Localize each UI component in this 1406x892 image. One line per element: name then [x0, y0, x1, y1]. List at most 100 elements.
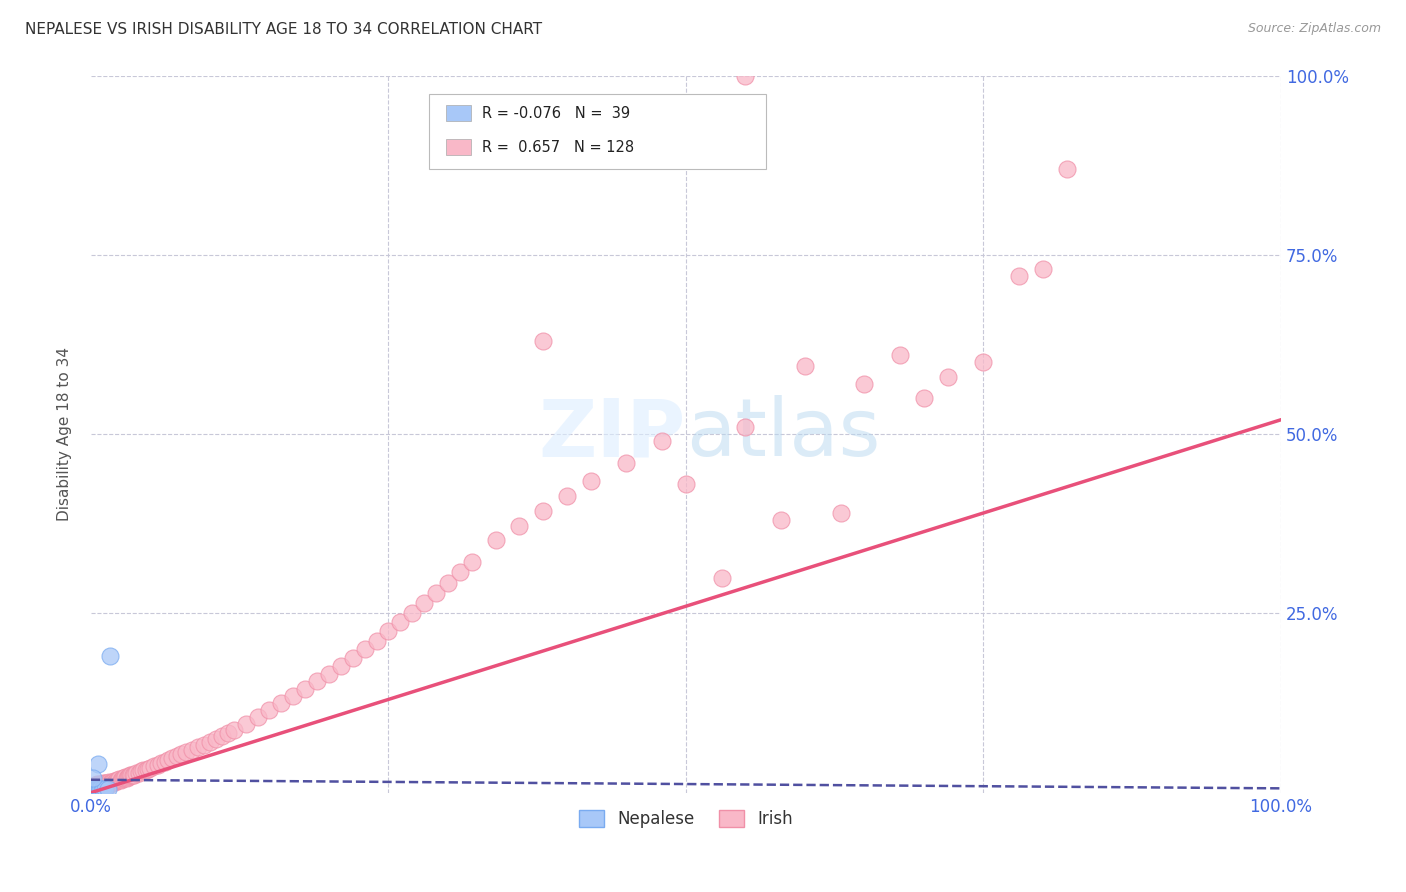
- Point: [205, 731, 228, 746]
- Point: [616, 456, 638, 470]
- Point: [1032, 262, 1054, 277]
- Point: [83, 781, 105, 796]
- Point: [153, 755, 176, 769]
- Point: [187, 740, 209, 755]
- Point: [83, 782, 105, 797]
- Point: [377, 624, 399, 639]
- Point: [82, 781, 104, 796]
- Point: [675, 477, 697, 491]
- Point: [82, 782, 104, 797]
- Point: [84, 782, 107, 797]
- Point: [86, 779, 108, 793]
- Point: [90, 777, 112, 791]
- Point: [89, 779, 111, 793]
- Point: [82, 780, 104, 795]
- Point: [89, 778, 111, 792]
- Point: [87, 778, 110, 792]
- Point: [342, 650, 364, 665]
- Point: [96, 778, 118, 792]
- Point: [143, 759, 166, 773]
- Point: [86, 782, 108, 797]
- Point: [121, 768, 143, 782]
- Point: [91, 775, 114, 789]
- Point: [83, 781, 105, 796]
- Point: [146, 757, 169, 772]
- Point: [259, 703, 281, 717]
- Point: [100, 775, 122, 789]
- Point: [132, 764, 155, 778]
- Point: [283, 689, 305, 703]
- Point: [83, 782, 105, 797]
- Point: [89, 782, 111, 797]
- Point: [82, 781, 104, 796]
- Point: [82, 782, 104, 797]
- Point: [181, 742, 204, 756]
- Point: [84, 780, 107, 795]
- Point: [84, 782, 107, 797]
- Point: [401, 606, 423, 620]
- Point: [82, 782, 104, 797]
- Point: [139, 760, 162, 774]
- Point: [97, 777, 120, 791]
- Point: [531, 334, 554, 348]
- Point: [80, 782, 103, 797]
- Point: [1008, 269, 1031, 284]
- Point: [86, 756, 108, 771]
- Point: [389, 615, 412, 629]
- Text: R = -0.076   N =  39: R = -0.076 N = 39: [482, 106, 630, 120]
- Point: [84, 782, 107, 797]
- Point: [87, 782, 110, 797]
- Point: [107, 772, 129, 787]
- Point: [83, 782, 105, 797]
- Point: [734, 420, 756, 434]
- Point: [87, 780, 110, 794]
- Point: [90, 782, 112, 797]
- Point: [329, 658, 352, 673]
- Point: [198, 735, 221, 749]
- Point: [111, 772, 134, 786]
- Point: [413, 596, 436, 610]
- Point: [82, 772, 104, 786]
- Point: [86, 782, 108, 797]
- Point: [461, 555, 484, 569]
- Point: [101, 775, 124, 789]
- Legend: Nepalese, Irish: Nepalese, Irish: [572, 803, 800, 835]
- Y-axis label: Disability Age 18 to 34: Disability Age 18 to 34: [58, 347, 72, 521]
- Point: [91, 780, 114, 794]
- Point: [86, 782, 108, 797]
- Point: [93, 777, 115, 791]
- Point: [86, 780, 108, 794]
- Text: R =  0.657   N = 128: R = 0.657 N = 128: [482, 140, 634, 154]
- Point: [97, 779, 120, 793]
- Point: [98, 776, 121, 790]
- Point: [108, 772, 131, 786]
- Point: [89, 777, 111, 791]
- Text: atlas: atlas: [686, 395, 880, 473]
- Point: [830, 506, 852, 520]
- Point: [174, 745, 197, 759]
- Point: [936, 369, 959, 384]
- Point: [531, 504, 554, 518]
- Point: [366, 633, 388, 648]
- Point: [112, 772, 135, 786]
- Point: [853, 376, 876, 391]
- Point: [770, 513, 793, 527]
- Point: [104, 775, 127, 789]
- Point: [217, 726, 239, 740]
- Point: [889, 348, 911, 362]
- Point: [294, 681, 316, 696]
- Point: [555, 489, 578, 503]
- Point: [104, 774, 127, 789]
- Point: [91, 782, 114, 797]
- Point: [86, 782, 108, 797]
- Point: [128, 765, 150, 780]
- Point: [93, 779, 115, 793]
- Point: [120, 768, 142, 782]
- Point: [84, 779, 107, 793]
- Point: [98, 649, 121, 664]
- Point: [120, 768, 142, 782]
- Point: [86, 781, 108, 796]
- Point: [170, 747, 193, 761]
- Point: [82, 781, 104, 796]
- Point: [484, 533, 506, 548]
